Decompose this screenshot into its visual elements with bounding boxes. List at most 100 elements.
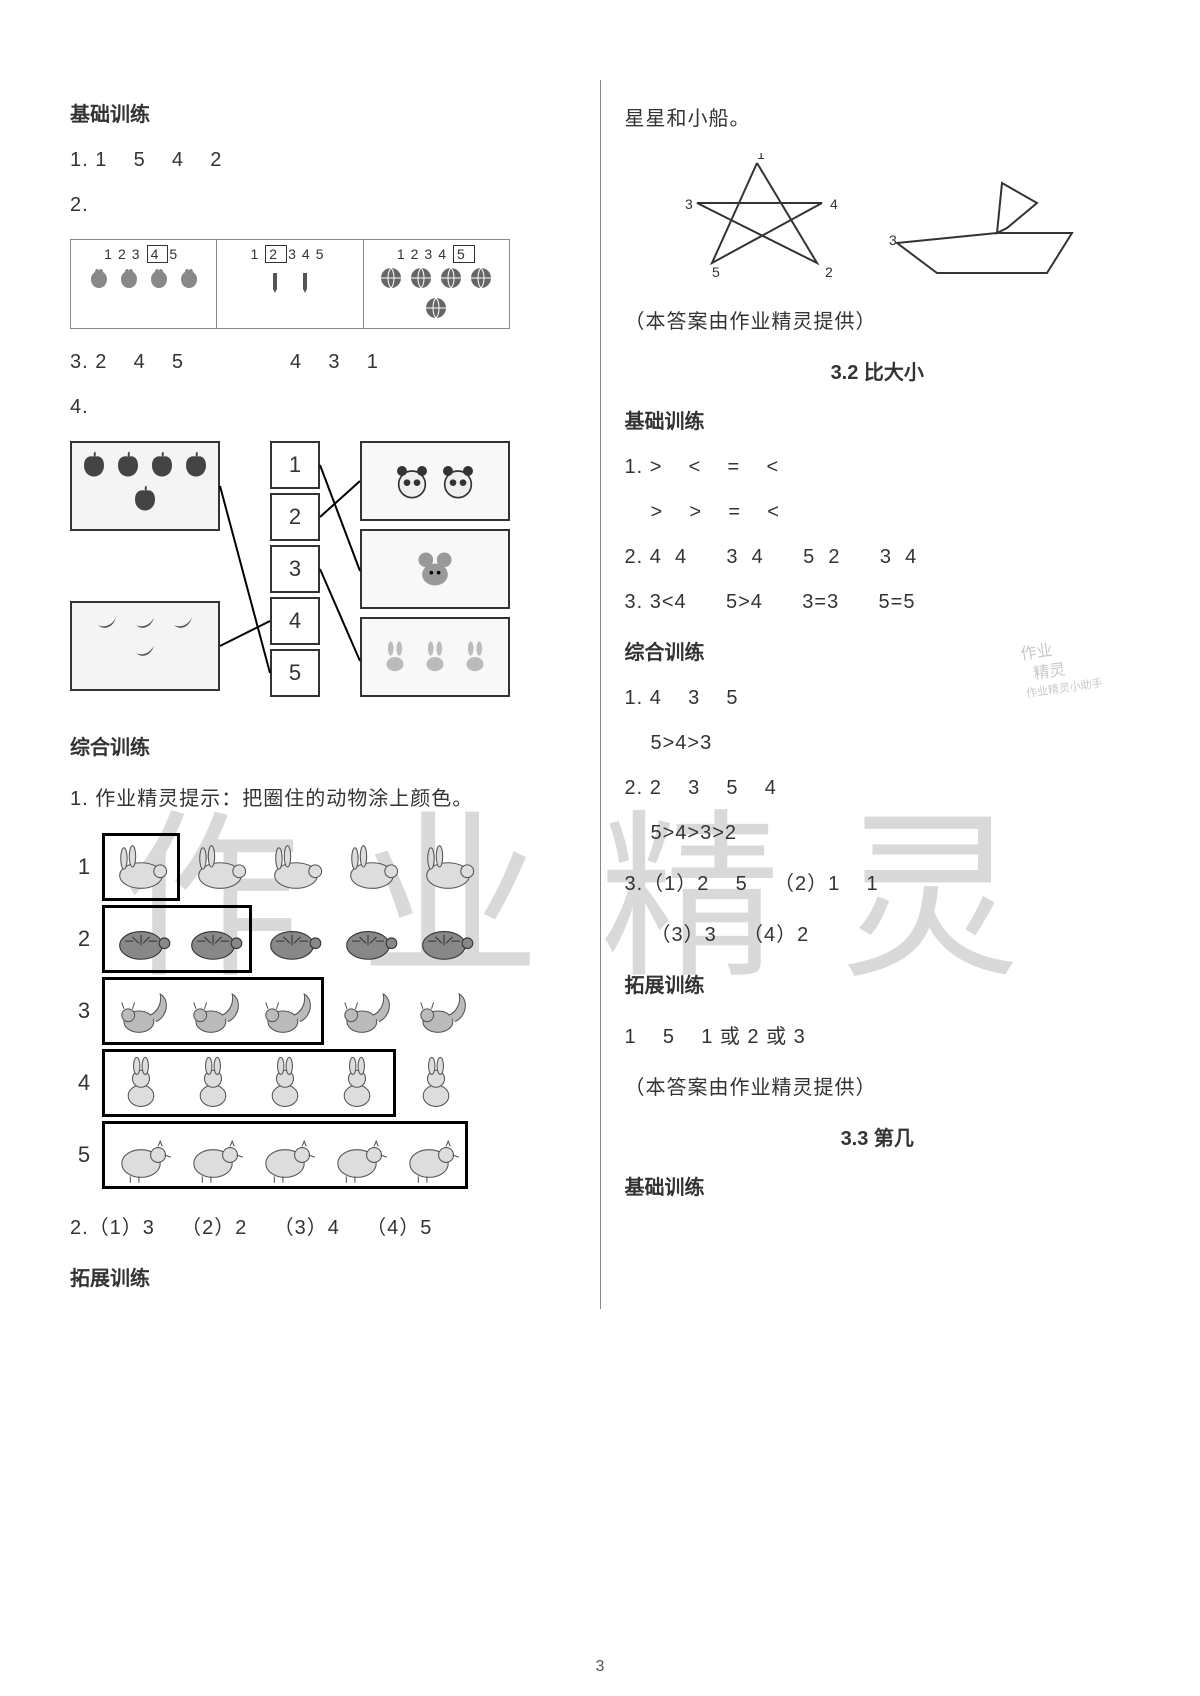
animal-icon [260, 911, 324, 967]
r-c2b: 5>4>3>2 [625, 822, 1131, 845]
apple-icon [181, 449, 211, 479]
panel-2: 12345 [217, 240, 363, 328]
animal-icon [181, 1127, 245, 1183]
right-box-2 [360, 529, 510, 609]
left-column: 基础训练 1. 1 5 4 2 2. 12345 12345 [70, 80, 601, 1309]
row-number: 5 [70, 1142, 98, 1168]
banana-icon [128, 609, 162, 633]
match-mid: 1 2 3 4 5 [270, 441, 320, 701]
title-3-3: 3.3 第几 [625, 1122, 1131, 1151]
mid-cell: 2 [270, 493, 320, 541]
svg-text:1: 1 [757, 153, 765, 162]
peach-icon [87, 266, 111, 290]
animal-icon [181, 983, 245, 1039]
row-number: 2 [70, 926, 98, 952]
animal-row: 4 [70, 1049, 576, 1117]
pencil-icon [293, 266, 317, 300]
peach-icon [147, 266, 171, 290]
animal-cell [105, 1052, 177, 1114]
animal-icon [412, 911, 476, 967]
animal-cell [404, 980, 476, 1042]
animal-cell [177, 980, 249, 1042]
animal-icon [109, 911, 173, 967]
comp-1-text: 1. 作业精灵提示：把圈住的动物涂上颜色。 [70, 782, 576, 811]
credit-2: （本答案由作业精灵提供） [625, 1071, 1131, 1100]
animal-icon [332, 983, 396, 1039]
rabbit-icon [418, 637, 452, 677]
animal-cell [184, 836, 256, 898]
animal-cell [105, 908, 177, 970]
animal-cell [105, 1124, 177, 1186]
animal-cell [321, 1052, 393, 1114]
panel-2-icons [263, 266, 317, 300]
stamp: 作业 精灵 作业精灵小助手 [1019, 635, 1103, 701]
star-shape: 12345 [677, 153, 847, 283]
animal-icon [336, 911, 400, 967]
animal-cell [105, 980, 177, 1042]
boat-shape: 3 [887, 153, 1077, 283]
animal-cell [249, 980, 321, 1042]
title-3-2: 3.2 比大小 [625, 356, 1131, 385]
animal-cell [408, 908, 480, 970]
animal-icon [253, 1055, 317, 1111]
mid-cell: 3 [270, 545, 320, 593]
animal-icon [109, 1055, 173, 1111]
right-column: 作业 精灵 作业精灵小助手 星星和小船。 12345 3 （本答案由作业精灵提供… [601, 80, 1131, 1309]
r-c3a: 3.（1）2 5 （2）1 1 [625, 867, 1131, 896]
apple-icon [130, 483, 160, 513]
animal-icon [253, 983, 317, 1039]
banana-icon [128, 637, 162, 661]
r-b3: 3. 3<4 5>4 3=3 5=5 [625, 591, 1131, 614]
animal-icon [181, 1055, 245, 1111]
page-content: 基础训练 1. 1 5 4 2 2. 12345 12345 [0, 0, 1200, 1349]
apple-icon [147, 449, 177, 479]
pencil-icon [263, 266, 287, 300]
animal-row: 3 [70, 977, 576, 1045]
panel-1: 12345 [71, 240, 217, 328]
animal-cell [332, 908, 404, 970]
q3b-text: 4 3 1 [290, 351, 379, 374]
panda-icon [392, 461, 432, 501]
animal-cell [260, 836, 332, 898]
rabbit-icon [378, 637, 412, 677]
match-left-bot [70, 601, 220, 691]
row-number: 1 [70, 854, 98, 880]
animal-icon [325, 1127, 389, 1183]
r-c1b: 5>4>3 [625, 732, 1131, 755]
q1-line: 1. 1 5 4 2 [70, 149, 576, 172]
peach-icon [117, 266, 141, 290]
ball-icon [379, 266, 403, 290]
page-number: 3 [596, 1658, 605, 1676]
heading-basic: 基础训练 [70, 98, 576, 127]
right-box-1 [360, 441, 510, 521]
svg-text:3: 3 [889, 232, 897, 248]
q2-label: 2. [70, 194, 576, 217]
animal-cell [336, 836, 408, 898]
mid-cell: 1 [270, 441, 320, 489]
q4-label: 4. [70, 396, 576, 419]
ball-icon [439, 266, 463, 290]
q3-line: 3. 2 4 5 4 3 1 [70, 351, 576, 374]
panda-icon [438, 461, 478, 501]
rabbit-icon [458, 637, 492, 677]
animal-cell [249, 1052, 321, 1114]
animal-cell [393, 1124, 465, 1186]
animal-cell [177, 1124, 249, 1186]
animal-cell [249, 1124, 321, 1186]
match-left-top [70, 441, 220, 531]
circled-group [102, 1049, 396, 1117]
banana-icon [166, 609, 200, 633]
shapes-row: 12345 3 [625, 153, 1131, 283]
circled-group [102, 833, 180, 901]
animal-icon [109, 983, 173, 1039]
animal-icon [404, 1055, 468, 1111]
animal-grid: 1 2 34 5 [70, 833, 576, 1189]
animal-row: 1 [70, 833, 576, 901]
r-b1a: 1. > < = < [625, 456, 1131, 479]
peach-icon [177, 266, 201, 290]
r-b2: 2. 4 4 3 4 5 2 3 4 [625, 546, 1131, 569]
mouse-icon [413, 547, 457, 591]
r-c3b: （3）3 （4）2 [625, 918, 1131, 947]
panel-3: 12345 [364, 240, 509, 328]
ball-icon [409, 266, 433, 290]
